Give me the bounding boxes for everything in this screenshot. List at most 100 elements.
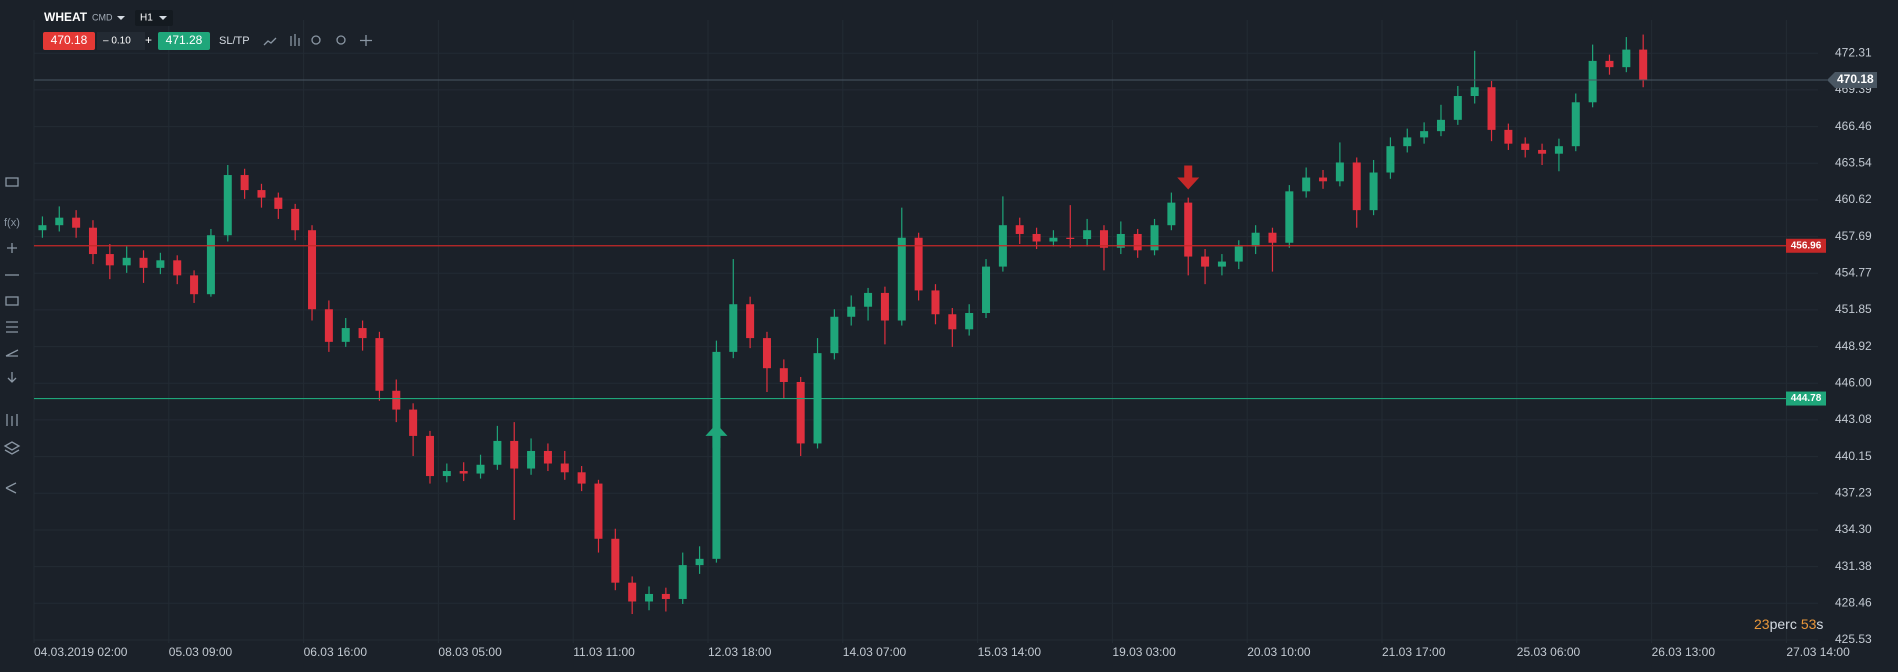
candle-body: [948, 314, 957, 330]
candle-body: [1588, 60, 1597, 103]
market-dropdown[interactable]: [117, 16, 125, 20]
candle-body: [1622, 49, 1631, 68]
candle-body: [1066, 237, 1075, 239]
tool-fan[interactable]: [5, 349, 19, 357]
timeframe-box[interactable]: [135, 10, 173, 26]
tool-indicators[interactable]: [6, 414, 18, 426]
candle-body: [55, 217, 64, 226]
candle-body: [493, 440, 502, 465]
candle-body: [1369, 172, 1378, 211]
move-icon[interactable]: [360, 35, 372, 46]
tool-indicator[interactable]: f(x): [4, 217, 20, 229]
candle-body: [1201, 256, 1210, 267]
candle-body: [880, 292, 889, 321]
tool-cross[interactable]: [7, 243, 17, 253]
timeframe-dropdown[interactable]: [159, 16, 167, 20]
candle-body: [965, 312, 974, 330]
candle-body: [1554, 146, 1563, 154]
candle-body: [577, 472, 586, 484]
x-tick-label: 12.03 18:00: [708, 645, 772, 659]
candle-body: [173, 260, 182, 276]
tool-fib[interactable]: [6, 321, 18, 333]
candle-body: [762, 338, 771, 369]
tool-rect[interactable]: [5, 296, 19, 306]
candle-body: [1470, 87, 1479, 97]
candle-body: [392, 390, 401, 410]
x-tick-label: 11.03 11:00: [573, 645, 635, 659]
tool-download[interactable]: [7, 372, 17, 383]
sltp[interactable]: SL/TP: [219, 35, 250, 47]
candle-body: [1251, 232, 1260, 247]
buy-button[interactable]: [158, 32, 210, 50]
tool-window[interactable]: [5, 177, 19, 187]
y-tick-label: 466.46: [1835, 119, 1872, 133]
countdown-seconds: 53: [1801, 616, 1817, 632]
candle-body: [1268, 232, 1277, 243]
spread-box: [97, 32, 145, 50]
candle-body: [1487, 87, 1496, 130]
candle-body: [1167, 202, 1176, 226]
countdown: 23perc 53s: [1754, 616, 1823, 632]
candle-body: [1083, 230, 1092, 239]
candle-body: [1133, 233, 1142, 251]
candle-body: [308, 230, 317, 310]
tool-layers[interactable]: [3, 441, 21, 455]
candle-body: [779, 368, 788, 382]
candle-body: [1319, 177, 1328, 182]
candle-icon[interactable]: [290, 34, 300, 46]
candle-body: [358, 328, 367, 339]
y-tick-label: 428.46: [1835, 595, 1872, 609]
y-tick-label: 451.85: [1835, 302, 1872, 316]
candle-body: [409, 409, 418, 436]
y-tick-label: 431.38: [1835, 559, 1872, 573]
zoom-out-icon[interactable]: [311, 35, 321, 45]
candle-body: [864, 292, 873, 307]
sell-button[interactable]: [43, 32, 95, 50]
x-tick-label: 08.03 05:00: [438, 645, 502, 659]
volume-plus[interactable]: +: [145, 33, 152, 47]
candle-body: [1049, 237, 1058, 242]
y-tick-label: 460.62: [1835, 192, 1872, 206]
candle-body: [1150, 225, 1159, 251]
y-tick-label: 472.31: [1835, 45, 1872, 59]
timeframe[interactable]: H1: [140, 13, 153, 24]
line-chart-icon[interactable]: [263, 37, 277, 46]
candle-body: [324, 309, 333, 342]
x-tick-label: 27.03 14:00: [1786, 645, 1850, 659]
plot: 425.53 428.46 431.38 434.30 437.23 440.15 443.…: [34, 34, 1877, 659]
trade-arrow: [705, 423, 728, 448]
candle-body: [1184, 202, 1193, 257]
candle-body: [122, 257, 131, 266]
candle-body: [1605, 60, 1614, 68]
candle-body: [38, 225, 47, 231]
candle-body: [291, 208, 300, 231]
candle-body: [1032, 233, 1041, 242]
candle-body: [1335, 162, 1344, 182]
candle-body: [594, 483, 603, 539]
candle-body: [1352, 162, 1361, 211]
y-tick-label: 448.92: [1835, 339, 1872, 353]
candle-body: [206, 235, 215, 295]
countdown-minute-unit: perc: [1770, 616, 1797, 632]
candle-body: [527, 450, 536, 469]
candle-body: [1234, 246, 1243, 262]
candle-body: [1436, 119, 1445, 132]
candle-body: [796, 381, 805, 444]
symbol[interactable]: WHEAT: [44, 10, 88, 24]
x-tick-label: 06.03 16:00: [304, 645, 368, 659]
candle-body: [1386, 146, 1395, 173]
candle-body: [240, 175, 249, 191]
ask[interactable]: 471.28: [166, 33, 203, 47]
candle-body: [645, 593, 654, 602]
candle-body: [1521, 143, 1530, 150]
tool-share[interactable]: [5, 482, 17, 494]
candle-body: [72, 217, 81, 228]
x-tick-label: 15.03 14:00: [978, 645, 1042, 659]
bid[interactable]: 470.18: [51, 33, 88, 47]
zoom-in-icon[interactable]: [336, 35, 346, 45]
candle-body: [746, 304, 755, 339]
candle-body: [931, 290, 940, 315]
y-tick-label: 463.54: [1835, 155, 1872, 169]
